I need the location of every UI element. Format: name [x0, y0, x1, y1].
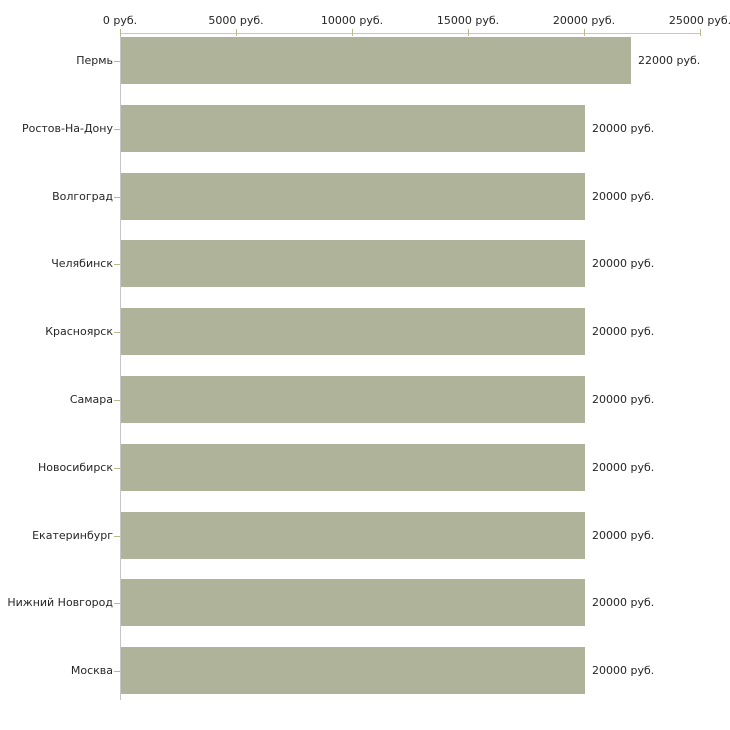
y-axis-line — [120, 33, 121, 700]
x-axis-tick-label: 0 руб. — [102, 14, 138, 27]
value-label: 20000 руб. — [592, 529, 655, 542]
category-label: Нижний Новгород — [7, 596, 113, 609]
category-label: Ростов-На-Дону — [21, 122, 113, 135]
x-tick-mark — [352, 29, 353, 36]
y-tick-mark — [114, 332, 120, 333]
y-tick-mark — [114, 197, 120, 198]
x-axis-tick-label: 20000 руб. — [552, 14, 616, 27]
y-tick-mark — [114, 129, 120, 130]
x-axis-tick-label: 10000 руб. — [320, 14, 384, 27]
category-label: Пермь — [76, 54, 113, 67]
value-label: 20000 руб. — [592, 393, 655, 406]
bar — [121, 240, 585, 287]
x-axis-line — [120, 33, 701, 34]
category-label: Волгоград — [52, 190, 113, 203]
y-tick-mark — [114, 536, 120, 537]
x-tick-mark — [236, 29, 237, 36]
x-tick-mark — [700, 29, 701, 36]
bar — [121, 308, 585, 355]
value-label: 20000 руб. — [592, 596, 655, 609]
bar — [121, 173, 585, 220]
y-tick-mark — [114, 603, 120, 604]
x-axis-tick-label: 25000 руб. — [668, 14, 730, 27]
y-tick-mark — [114, 671, 120, 672]
category-label: Красноярск — [45, 325, 113, 338]
y-tick-mark — [114, 400, 120, 401]
x-tick-mark — [120, 29, 121, 36]
value-label: 20000 руб. — [592, 664, 655, 677]
value-label: 20000 руб. — [592, 461, 655, 474]
category-label: Москва — [70, 664, 113, 677]
y-tick-mark — [114, 468, 120, 469]
value-label: 20000 руб. — [592, 257, 655, 270]
category-label: Самара — [69, 393, 113, 406]
bar — [121, 37, 631, 84]
y-tick-mark — [114, 61, 120, 62]
value-label: 20000 руб. — [592, 190, 655, 203]
value-label: 20000 руб. — [592, 122, 655, 135]
x-axis-tick-label: 5000 руб. — [208, 14, 264, 27]
value-label: 22000 руб. — [638, 54, 701, 67]
bar — [121, 512, 585, 559]
x-tick-mark — [584, 29, 585, 36]
category-label: Челябинск — [51, 257, 113, 270]
bar — [121, 647, 585, 694]
bar — [121, 579, 585, 626]
bar — [121, 444, 585, 491]
bar — [121, 105, 585, 152]
bar — [121, 376, 585, 423]
x-axis-tick-label: 15000 руб. — [436, 14, 500, 27]
x-tick-mark — [468, 29, 469, 36]
value-label: 20000 руб. — [592, 325, 655, 338]
category-label: Новосибирск — [37, 461, 113, 474]
y-tick-mark — [114, 264, 120, 265]
category-label: Екатеринбург — [32, 529, 113, 542]
